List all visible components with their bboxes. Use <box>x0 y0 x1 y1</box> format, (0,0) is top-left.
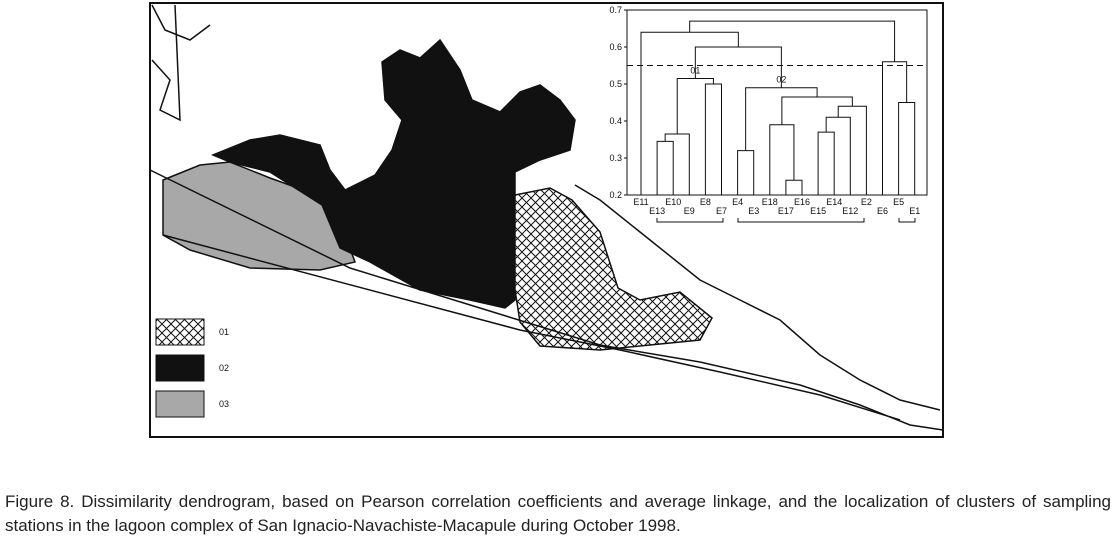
coastline <box>151 4 181 122</box>
leaf-label: E2 <box>861 197 872 207</box>
leaf-label: E1 <box>909 206 920 216</box>
cluster-label: 01 <box>690 65 700 75</box>
map <box>149 4 944 431</box>
leaf-label: E10 <box>665 197 681 207</box>
leaf-label: E15 <box>810 206 826 216</box>
leaf-label: E6 <box>877 206 888 216</box>
legend-swatch <box>155 354 205 382</box>
legend-label: 03 <box>219 399 229 409</box>
leaf-label: E16 <box>794 197 810 207</box>
coastline <box>149 169 944 431</box>
coastline <box>162 234 901 421</box>
legend-label: 02 <box>219 363 229 373</box>
leaf-label: E4 <box>732 197 743 207</box>
bracket <box>898 218 916 223</box>
leaf-label: E13 <box>649 206 665 216</box>
y-tick-label: 0.3 <box>609 153 622 163</box>
y-tick-label: 0.6 <box>609 42 622 52</box>
dendrogram-link <box>689 20 896 62</box>
bracket <box>656 218 724 223</box>
legend: 01 02 03 <box>155 318 229 418</box>
leaf-label: E8 <box>700 197 711 207</box>
legend-swatch <box>155 318 205 346</box>
y-tick-label: 0.2 <box>609 190 622 200</box>
legend-swatch <box>155 390 205 418</box>
y-tick-label: 0.7 <box>609 5 622 15</box>
leaf-label: E5 <box>893 197 904 207</box>
cluster-brackets <box>656 218 916 223</box>
legend-label: 01 <box>219 327 229 337</box>
leaf-label: E18 <box>762 197 778 207</box>
leaf-label: E9 <box>684 206 695 216</box>
y-tick-label: 0.4 <box>609 116 622 126</box>
caption: Figure 8. Dissimilarity dendrogram, base… <box>5 492 1111 535</box>
leaf-label: E14 <box>826 197 842 207</box>
leaf-label: E11 <box>633 197 648 207</box>
leaf-label: E3 <box>748 206 759 216</box>
y-tick-label: 0.5 <box>609 79 622 89</box>
leaf-label: E7 <box>716 206 727 216</box>
leaf-label: E17 <box>778 206 794 216</box>
bracket <box>737 218 865 223</box>
coastline <box>574 184 941 411</box>
cluster-label: 02 <box>776 75 786 85</box>
coastline <box>151 4 211 41</box>
region-01 <box>514 187 713 351</box>
leaf-label: E12 <box>842 206 858 216</box>
region-02 <box>211 38 576 309</box>
